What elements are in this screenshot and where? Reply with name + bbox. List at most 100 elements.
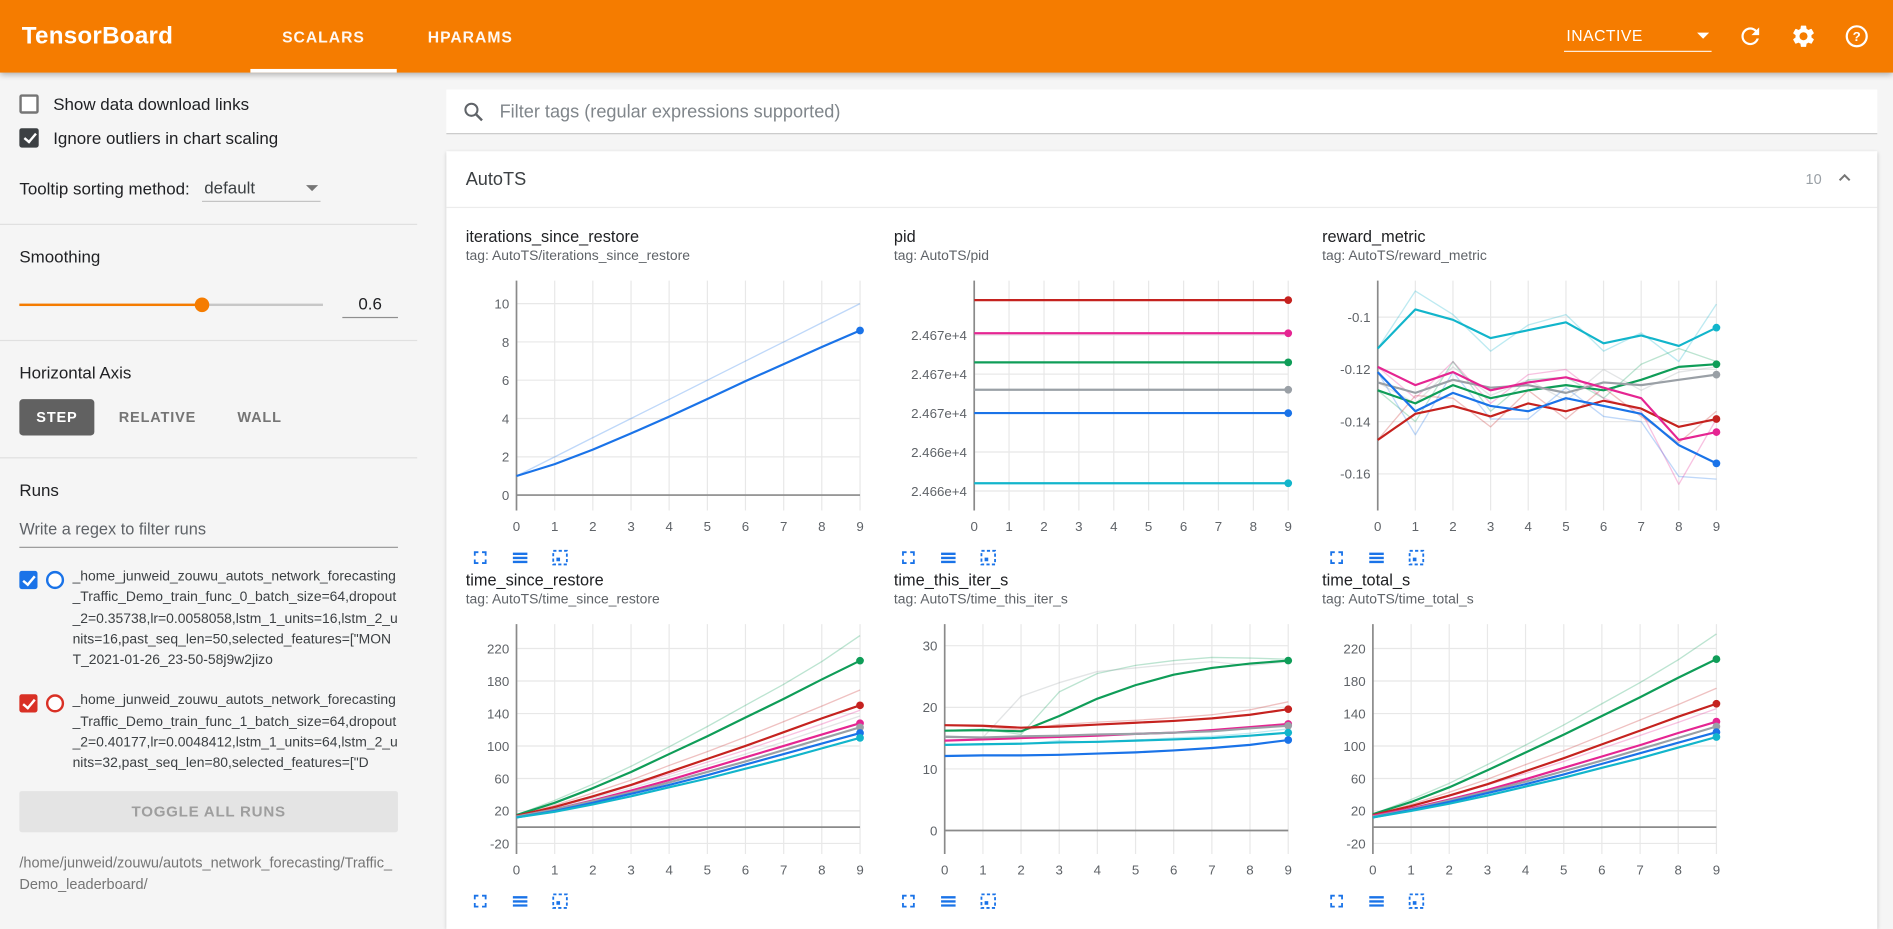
tooltip-sort-dropdown[interactable]: default bbox=[201, 174, 321, 203]
slider-fill bbox=[19, 303, 202, 306]
fit-domain-button[interactable] bbox=[1404, 547, 1428, 571]
run-checkbox[interactable] bbox=[19, 570, 38, 590]
fit-data-icon bbox=[980, 549, 996, 566]
svg-text:4: 4 bbox=[502, 411, 509, 426]
svg-text:2: 2 bbox=[1017, 863, 1024, 878]
data-source-value: INACTIVE bbox=[1566, 26, 1643, 45]
line-chart[interactable]: 0 1 2 3 4 5 6 7 8 9 -20 20 60 100 140 180 220 bbox=[466, 612, 870, 888]
expand-chart-button[interactable] bbox=[896, 890, 920, 914]
expand-chart-button[interactable] bbox=[896, 547, 920, 571]
chart-card-pid: pid tag: AutoTS/pid 0 1 2 3 4 5 6 7 8 9 2.467e+4 2.… bbox=[894, 227, 1305, 571]
fit-domain-button[interactable] bbox=[1404, 890, 1428, 914]
chart-tag: tag: AutoTS/reward_metric bbox=[1322, 249, 1487, 264]
fit-data-icon bbox=[1408, 549, 1425, 566]
tag-filter-input[interactable] bbox=[497, 99, 1863, 123]
svg-text:8: 8 bbox=[502, 335, 509, 350]
collapse-section-button[interactable] bbox=[1831, 166, 1858, 193]
svg-text:4: 4 bbox=[1522, 863, 1529, 878]
svg-text:140: 140 bbox=[487, 706, 509, 721]
svg-text:8: 8 bbox=[818, 519, 825, 534]
svg-text:2: 2 bbox=[1446, 863, 1453, 878]
chart-tag: tag: AutoTS/time_since_restore bbox=[465, 592, 660, 608]
runs-menu-button[interactable] bbox=[508, 890, 532, 914]
svg-text:4: 4 bbox=[665, 519, 672, 534]
svg-text:?: ? bbox=[1853, 29, 1861, 44]
run-label: _home_junweid_zouwu_autots_network_forec… bbox=[72, 693, 398, 771]
svg-text:9: 9 bbox=[856, 519, 863, 534]
tab-scalars[interactable]: SCALARS bbox=[250, 0, 397, 73]
show-download-links-row[interactable]: Show data download links bbox=[19, 94, 398, 114]
chevron-down-icon bbox=[305, 184, 318, 191]
ignore-outliers-checkbox[interactable] bbox=[19, 128, 39, 148]
expand-chart-button[interactable] bbox=[468, 547, 492, 571]
run-item: _home_junweid_zouwu_autots_network_forec… bbox=[19, 567, 398, 671]
refresh-icon bbox=[1741, 27, 1760, 46]
data-source-dropdown[interactable]: INACTIVE bbox=[1564, 21, 1712, 53]
fullscreen-icon bbox=[473, 551, 487, 564]
svg-text:7: 7 bbox=[1208, 863, 1215, 878]
settings-button[interactable] bbox=[1789, 22, 1818, 51]
line-chart[interactable]: 0 1 2 3 4 5 6 7 8 9 0 10 20 30 bbox=[894, 612, 1298, 888]
ignore-outliers-row[interactable]: Ignore outliers in chart scaling bbox=[19, 128, 398, 148]
divider bbox=[0, 339, 418, 342]
run-radio[interactable] bbox=[45, 570, 65, 590]
runs-menu-button[interactable] bbox=[508, 547, 532, 571]
svg-text:5: 5 bbox=[1562, 519, 1569, 534]
help-icon: ? bbox=[1845, 25, 1868, 48]
fit-domain-button[interactable] bbox=[976, 547, 1000, 571]
svg-text:4: 4 bbox=[1525, 519, 1532, 534]
section-header[interactable]: AutoTS 10 bbox=[446, 151, 1878, 209]
refresh-button[interactable] bbox=[1736, 22, 1765, 51]
line-chart[interactable]: 0 1 2 3 4 5 6 7 8 9 -20 20 60 100 140 180 220 bbox=[1322, 612, 1726, 888]
toggle-all-runs-button[interactable]: TOGGLE ALL RUNS bbox=[19, 791, 398, 833]
svg-text:3: 3 bbox=[1056, 863, 1063, 878]
smoothing-value[interactable]: 0.6 bbox=[342, 290, 398, 319]
svg-text:180: 180 bbox=[1343, 674, 1365, 689]
smoothing-row: 0.6 bbox=[19, 290, 398, 319]
relative-button[interactable]: RELATIVE bbox=[102, 399, 213, 435]
line-chart[interactable]: 0 1 2 3 4 5 6 7 8 9 2.467e+4 2.467e+4 2.467e+4 2.466e… bbox=[894, 269, 1298, 545]
expand-chart-button[interactable] bbox=[468, 890, 492, 914]
expand-chart-button[interactable] bbox=[1325, 547, 1349, 571]
svg-text:30: 30 bbox=[923, 639, 938, 654]
fit-domain-button[interactable] bbox=[976, 890, 1000, 914]
help-button[interactable]: ? bbox=[1842, 22, 1871, 51]
runs-menu-button[interactable] bbox=[1364, 890, 1388, 914]
svg-text:1: 1 bbox=[979, 863, 986, 878]
svg-text:6: 6 bbox=[502, 373, 509, 388]
run-radio[interactable] bbox=[45, 694, 65, 713]
step-button[interactable]: STEP bbox=[19, 399, 95, 436]
svg-text:2.467e+4: 2.467e+4 bbox=[911, 406, 967, 421]
svg-text:7: 7 bbox=[780, 519, 787, 534]
slider-thumb[interactable] bbox=[194, 296, 209, 312]
smoothing-slider[interactable] bbox=[19, 296, 323, 312]
run-checkbox[interactable] bbox=[19, 694, 38, 713]
svg-text:9: 9 bbox=[1285, 863, 1292, 878]
runs-filter-input[interactable] bbox=[19, 511, 398, 548]
svg-text:2.467e+4: 2.467e+4 bbox=[911, 328, 967, 343]
svg-text:5: 5 bbox=[704, 863, 711, 878]
tooltip-sort-label: Tooltip sorting method: bbox=[19, 178, 190, 198]
expand-chart-button[interactable] bbox=[1325, 890, 1349, 914]
svg-text:-0.1: -0.1 bbox=[1348, 310, 1371, 325]
wall-button[interactable]: WALL bbox=[220, 399, 298, 435]
line-chart[interactable]: 0 1 2 3 4 5 6 7 8 9 0 2 4 6 8 10 bbox=[466, 269, 870, 545]
runs-menu-button[interactable] bbox=[936, 547, 960, 571]
runs-label: Runs bbox=[19, 480, 59, 500]
runs-menu-button[interactable] bbox=[936, 890, 960, 914]
fit-domain-button[interactable] bbox=[548, 547, 572, 571]
run-label: _home_junweid_zouwu_autots_network_forec… bbox=[72, 569, 398, 668]
fit-domain-button[interactable] bbox=[548, 890, 572, 914]
runs-menu-button[interactable] bbox=[1364, 547, 1388, 571]
show-download-links-label: Show data download links bbox=[53, 94, 250, 114]
chart-title: time_total_s bbox=[1322, 570, 1411, 590]
chart-card-time-since-restore: time_since_restore tag: AutoTS/time_sinc… bbox=[466, 571, 877, 915]
svg-text:2: 2 bbox=[1040, 519, 1047, 534]
line-chart[interactable]: 0 1 2 3 4 5 6 7 8 9 -0.1 -0.12 -0.14 -0.16 bbox=[1322, 269, 1726, 545]
show-download-links-checkbox[interactable] bbox=[19, 94, 39, 114]
svg-text:4: 4 bbox=[1094, 863, 1101, 878]
svg-text:7: 7 bbox=[1215, 519, 1222, 534]
chart-card-time-this-iter-s: time_this_iter_s tag: AutoTS/time_this_i… bbox=[894, 571, 1305, 915]
svg-text:9: 9 bbox=[1713, 519, 1720, 534]
tab-hparams[interactable]: HPARAMS bbox=[427, 27, 513, 46]
